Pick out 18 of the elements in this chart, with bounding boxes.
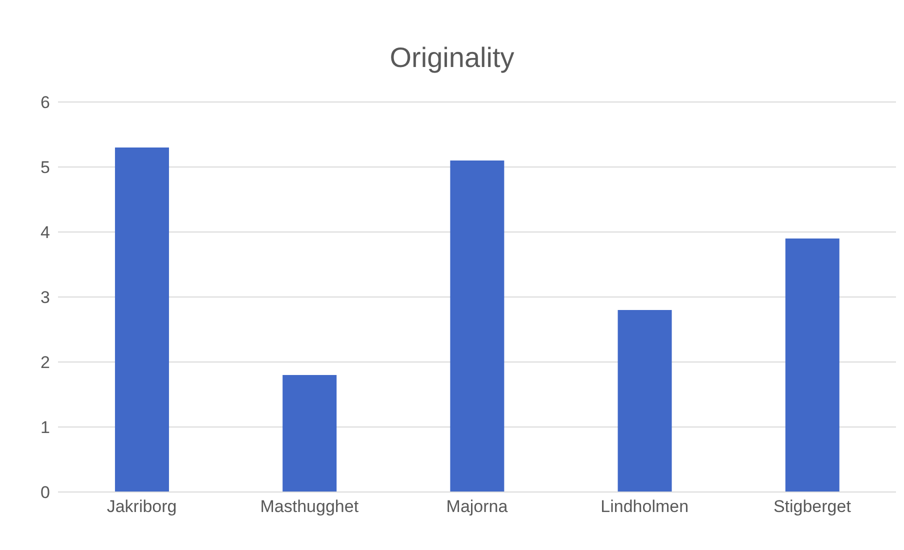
x-tick-label: Stigberget bbox=[773, 497, 852, 516]
bar bbox=[618, 310, 672, 492]
x-tick-label: Masthugghet bbox=[260, 497, 359, 516]
y-tick-label: 5 bbox=[40, 158, 50, 178]
x-tick-label: Jakriborg bbox=[106, 497, 177, 516]
y-tick-label: 6 bbox=[40, 93, 50, 112]
x-tick-label: Lindholmen bbox=[600, 497, 689, 516]
y-tick-label: 3 bbox=[40, 288, 50, 308]
y-tick-label: 1 bbox=[40, 418, 50, 438]
bar bbox=[785, 238, 840, 492]
y-tick-label: 2 bbox=[40, 353, 50, 372]
y-tick-label: 4 bbox=[40, 223, 50, 242]
y-tick-label: 0 bbox=[40, 483, 50, 502]
bar bbox=[282, 375, 337, 492]
x-tick-label: Majorna bbox=[446, 497, 508, 516]
bar bbox=[450, 160, 504, 492]
bar bbox=[114, 148, 169, 492]
chart-title: Originality bbox=[388, 41, 516, 75]
